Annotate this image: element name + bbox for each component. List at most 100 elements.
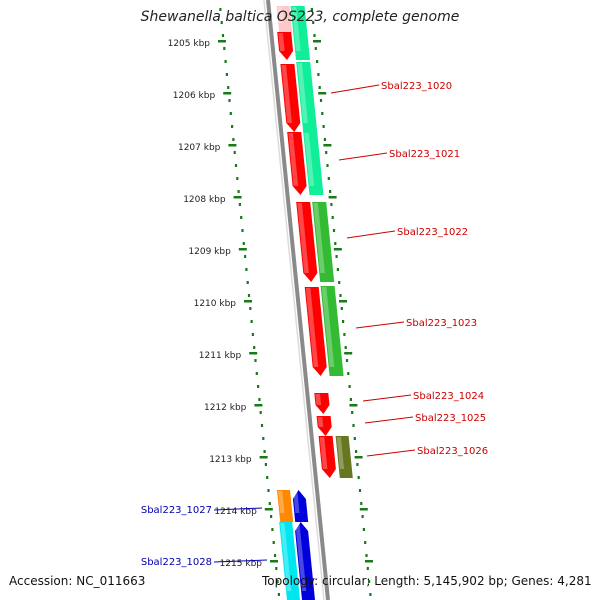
rail-dot-left [276, 580, 279, 583]
cds-1020a-body [277, 32, 294, 60]
cds-1028-shine [295, 523, 307, 591]
rail-dot-left [221, 34, 225, 37]
gene-label-left: Sbal223_1027 [141, 505, 212, 516]
gene-1023-shine [321, 287, 335, 367]
scale-ticks: 1205 kbp 1206 kbp 1207 kbp 1208 kbp 1209 kbp… [168, 8, 373, 596]
cds-1020b-shine [281, 65, 292, 123]
rail-dot-right [345, 359, 349, 362]
backbone-highlight [263, 0, 325, 600]
rail-dot-right [330, 203, 333, 206]
cds-1025 [316, 416, 332, 436]
kbp-tick-left [254, 404, 263, 407]
cds-1026-body [318, 436, 336, 478]
gene-label-right: Sbal223_1020 [381, 81, 452, 92]
cds-1021-shine [288, 133, 299, 186]
rail-dot-left [220, 21, 223, 24]
kbp-tick-right [323, 144, 332, 147]
genome-backbone [263, 0, 330, 600]
rail-dot-left [237, 190, 240, 193]
rail-dot-right [351, 411, 354, 414]
kbp-label: 1205 kbp [168, 39, 211, 49]
rail-dot-right [344, 346, 347, 349]
gene-label-right: Sbal223_1024 [413, 391, 484, 402]
kbp-tick-left [270, 560, 278, 563]
rail-dot-left [241, 229, 244, 232]
gene-1022 [312, 202, 335, 282]
gene-label-right: Sbal223_1021 [389, 149, 460, 160]
kbp-label: 1208 kbp [183, 195, 226, 205]
rail-dot-left [264, 463, 267, 466]
cds-1022 [296, 202, 318, 282]
cds-1023-body [304, 287, 327, 376]
gene-1027-body [277, 490, 294, 522]
gene-1026-body [335, 436, 353, 478]
rail-dot-right [343, 333, 346, 336]
rail-dot-right [331, 216, 334, 219]
gene-1021 [303, 132, 324, 195]
rail-dot-left [272, 541, 275, 544]
gene-label-leader [355, 321, 405, 329]
gene-label-right: Sbal223_1026 [417, 446, 488, 457]
rail-dot-left [255, 372, 258, 375]
rail-dot-left [228, 99, 231, 102]
rail-dot-left [263, 450, 266, 453]
rail-dot-left [225, 73, 228, 76]
cds-1022-shine [297, 203, 309, 273]
cds-1023 [304, 287, 327, 376]
kbp-tick-left [259, 456, 268, 459]
kbp-tick-right [344, 352, 353, 355]
gene-1027 [277, 490, 294, 522]
gene-1027-shine [278, 491, 285, 513]
cds-faded-body [276, 6, 293, 32]
cds-1021-body [287, 132, 307, 195]
rail-dot-right [335, 255, 338, 258]
rail-dot-left [244, 255, 247, 258]
rail-dot-right [322, 125, 325, 128]
kbp-label: 1214 kbp [214, 507, 257, 517]
kbp-label: 1211 kbp [199, 351, 242, 361]
gene-1021-body [303, 132, 324, 195]
rail-dot-right [360, 502, 363, 505]
rail-dot-right [326, 164, 329, 167]
kbp-tick-left [223, 92, 232, 95]
rail-dot-left [253, 346, 256, 349]
rail-dot-right [310, 8, 313, 11]
rail-dot-right [319, 99, 323, 102]
rail-dot-left [268, 502, 271, 505]
rail-dot-left [233, 151, 236, 154]
rail-dot-right [338, 281, 341, 284]
cds-1023-shine [305, 288, 319, 367]
rail-dot-right [362, 528, 365, 531]
gene-1028 [279, 522, 300, 600]
cds-1020b [280, 64, 301, 132]
kbp-tick-left [264, 508, 273, 511]
rail-dot-right [355, 450, 358, 453]
rail-dot-right [321, 112, 324, 115]
backbone-line [266, 0, 330, 600]
kbp-tick-right [313, 40, 321, 43]
cds-1026 [318, 436, 336, 478]
cds-1024-body [314, 393, 330, 414]
cds-1024-shine [315, 394, 322, 405]
rail-dot-left [223, 47, 226, 50]
cds-1026-shine [319, 437, 328, 469]
gene-1021-shine [304, 133, 315, 186]
rail-dot-left [231, 125, 234, 128]
rail-dot-right [348, 385, 351, 388]
rail-dot-left [245, 268, 248, 271]
rail-dot-right [323, 138, 326, 141]
cds-1024 [314, 393, 330, 414]
cds-1021 [287, 132, 307, 195]
gene-label-leader [362, 394, 412, 402]
rail-dot-left [249, 307, 252, 310]
rail-dot-left [258, 398, 261, 401]
rail-dot-left [242, 242, 245, 245]
rail-dot-right [312, 21, 315, 24]
rail-dot-right [342, 320, 345, 323]
rail-dot-left [238, 203, 241, 206]
gene-1028-body [279, 522, 300, 600]
kbp-tick-left [233, 196, 242, 199]
kbp-label: 1206 kbp [173, 91, 216, 101]
rail-dot-left [260, 424, 264, 427]
rail-dot-right [352, 424, 355, 427]
